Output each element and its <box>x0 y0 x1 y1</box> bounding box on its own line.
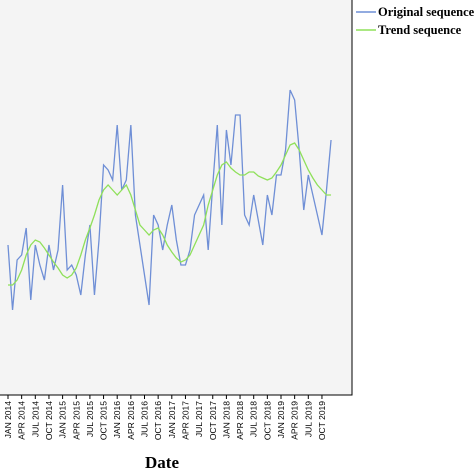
series-line <box>8 142 332 286</box>
x-tick-label: APR 2019 <box>290 401 300 440</box>
x-tick-label: APR 2017 <box>180 401 190 440</box>
x-tick-label: OCT 2016 <box>153 401 163 440</box>
x-tick-label: APR 2014 <box>17 401 27 440</box>
x-tick-label: JUL 2015 <box>85 401 95 437</box>
x-tick-label: JUL 2018 <box>249 401 259 437</box>
x-axis-label: Date <box>145 453 179 472</box>
legend-label: Original sequence <box>378 5 474 19</box>
x-tick-label: JAN 2017 <box>167 401 177 439</box>
x-tick-label: JAN 2018 <box>221 401 231 439</box>
x-tick-label: APR 2018 <box>235 401 245 440</box>
x-tick-label: OCT 2018 <box>262 401 272 440</box>
x-tick-label: OCT 2019 <box>317 401 327 440</box>
plot-area <box>0 0 353 396</box>
x-tick-label: JAN 2014 <box>3 401 13 439</box>
x-tick-label: JUL 2019 <box>303 401 313 437</box>
legend-label: Trend sequence <box>378 23 462 37</box>
x-tick-label: OCT 2017 <box>208 401 218 440</box>
x-tick-label: JUL 2017 <box>194 401 204 437</box>
x-tick-label: APR 2015 <box>71 401 81 440</box>
x-tick-label: JUL 2016 <box>140 401 150 437</box>
x-tick-label: OCT 2015 <box>99 401 109 440</box>
x-tick-label: JAN 2015 <box>58 401 68 439</box>
x-tick-label: JAN 2016 <box>112 401 122 439</box>
x-tick-label: JUL 2014 <box>30 401 40 437</box>
series-line <box>7 89 332 311</box>
x-tick-label: APR 2016 <box>126 401 136 440</box>
x-tick-label: JAN 2019 <box>276 401 286 439</box>
x-tick-label: OCT 2014 <box>44 401 54 440</box>
